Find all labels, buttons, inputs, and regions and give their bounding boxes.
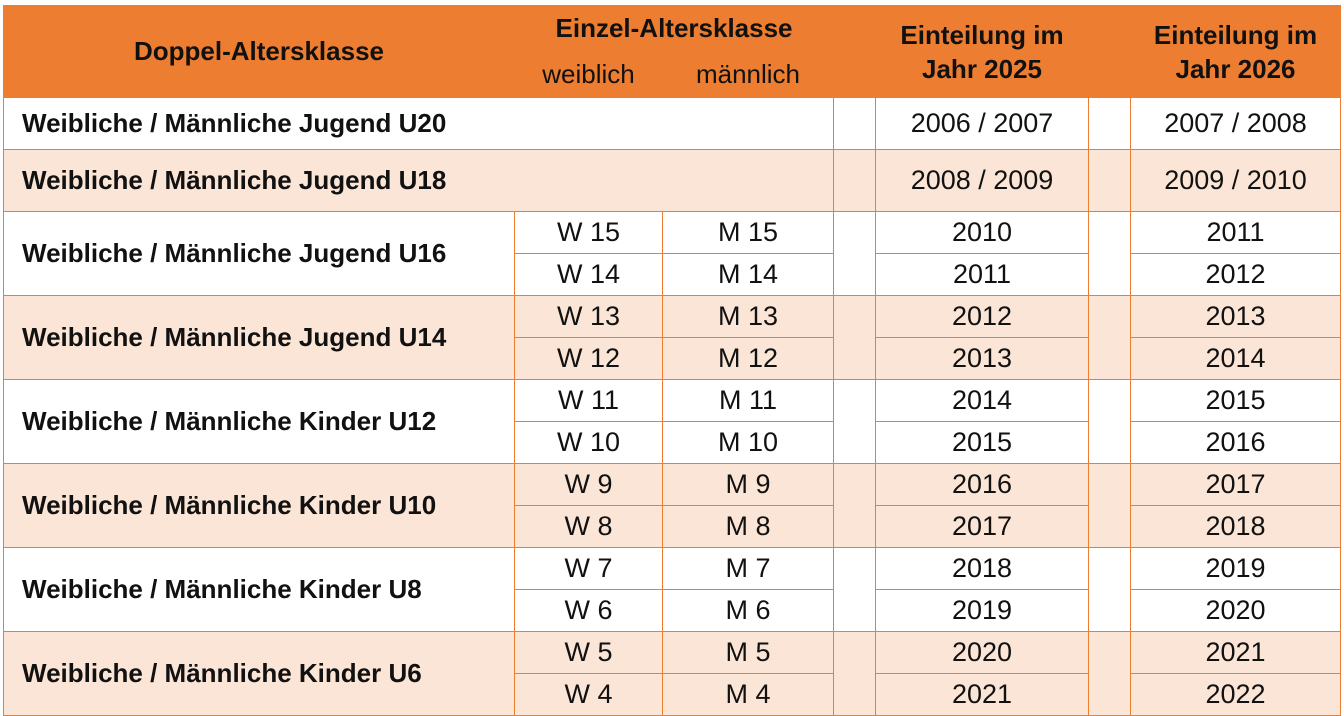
year-2026-cell: 2007 / 2008 (1130, 97, 1342, 150)
header-weiblich: weiblich (514, 51, 663, 98)
gap-cell (1088, 463, 1132, 548)
gap-cell (833, 295, 877, 380)
maennlich-cell: M 12 (661, 337, 835, 380)
group-name: Weibliche / Männliche Kinder U10 (3, 463, 515, 548)
year-2025-cell: 2010 (875, 211, 1090, 254)
maennlich-cell: M 15 (661, 211, 835, 254)
table-row: Weibliche / Männliche Kinder U6 W 5 M 5 … (3, 631, 1342, 716)
year-2025-cell: 2011 (875, 253, 1090, 296)
year-2026-cell: 2021 (1130, 631, 1342, 674)
maennlich-cell: M 6 (661, 589, 835, 632)
year-2025-cell: 2014 (875, 379, 1090, 422)
gap-cell (1088, 149, 1132, 212)
year-2026-cell: 2011 (1130, 211, 1342, 254)
year-2025-cell: 2018 (875, 547, 1090, 590)
group-name: Weibliche / Männliche Kinder U6 (3, 631, 515, 716)
gap-cell (833, 547, 877, 632)
header-year-2026: Einteilung im Jahr 2026 (1130, 5, 1342, 98)
year-2025-cell: 2021 (875, 673, 1090, 716)
table-row: Weibliche / Männliche Jugend U20 2006 / … (2, 97, 1342, 150)
weiblich-cell: W 6 (514, 589, 663, 632)
age-class-table: Doppel-Altersklasse Einzel-Altersklasse … (2, 5, 1342, 716)
group-name: Weibliche / Männliche Kinder U8 (3, 547, 515, 632)
year-2026-cell: 2014 (1130, 337, 1342, 380)
year-2026-cell: 2022 (1130, 673, 1342, 716)
weiblich-cell: W 8 (514, 505, 663, 548)
table-row: Weibliche / Männliche Kinder U12 W 11 M … (3, 379, 1342, 464)
gap-cell (1088, 379, 1132, 464)
year-2026-cell: 2013 (1130, 295, 1342, 338)
gap-cell (833, 463, 877, 548)
year-2025-cell: 2016 (875, 463, 1090, 506)
table-row: W 6 M 6 2019 2020 (4, 589, 1342, 632)
maennlich-cell: M 9 (661, 463, 835, 506)
weiblich-cell: W 10 (514, 421, 663, 464)
maennlich-cell: M 4 (661, 673, 835, 716)
weiblich-cell: W 12 (514, 337, 663, 380)
table-row: W 14 M 14 2011 2012 (4, 253, 1342, 296)
weiblich-cell: W 4 (514, 673, 663, 716)
gap-cell (833, 631, 877, 716)
header-maennlich: männlich (661, 51, 835, 98)
gap-cell (833, 211, 877, 296)
maennlich-cell: M 5 (661, 631, 835, 674)
year-2025-cell: 2008 / 2009 (875, 149, 1090, 212)
gap-cell (1088, 211, 1132, 296)
group-name: Weibliche / Männliche Jugend U18 (2, 149, 835, 212)
weiblich-cell: W 9 (514, 463, 663, 506)
maennlich-cell: M 8 (661, 505, 835, 548)
maennlich-cell: M 11 (661, 379, 835, 422)
weiblich-cell: W 11 (514, 379, 663, 422)
maennlich-cell: M 10 (661, 421, 835, 464)
header-gap (1088, 5, 1132, 98)
table-row: Weibliche / Männliche Jugend U16 W 15 M … (3, 211, 1342, 296)
year-2026-cell: 2020 (1130, 589, 1342, 632)
weiblich-cell: W 5 (514, 631, 663, 674)
header-doppel-altersklasse: Doppel-Altersklasse (3, 5, 515, 98)
maennlich-cell: M 13 (661, 295, 835, 338)
gap-cell (833, 97, 877, 150)
group-name: Weibliche / Männliche Jugend U16 (3, 211, 515, 296)
year-2026-cell: 2019 (1130, 547, 1342, 590)
table-row: Weibliche / Männliche Jugend U14 W 13 M … (3, 295, 1342, 380)
year-2025-cell: 2020 (875, 631, 1090, 674)
year-2026-cell: 2015 (1130, 379, 1342, 422)
table-row: Weibliche / Männliche Jugend U18 2008 / … (2, 149, 1342, 212)
weiblich-cell: W 13 (514, 295, 663, 338)
year-2025-cell: 2013 (875, 337, 1090, 380)
header-gap (833, 5, 877, 98)
table-row: W 10 M 10 2015 2016 (4, 421, 1342, 464)
maennlich-cell: M 14 (661, 253, 835, 296)
maennlich-cell: M 7 (661, 547, 835, 590)
gap-cell (1088, 547, 1132, 632)
gap-cell (1088, 295, 1132, 380)
group-name: Weibliche / Männliche Jugend U20 (2, 97, 835, 150)
year-2025-cell: 2019 (875, 589, 1090, 632)
year-2026-cell: 2017 (1130, 463, 1342, 506)
year-2026-cell: 2012 (1130, 253, 1342, 296)
group-name: Weibliche / Männliche Kinder U12 (3, 379, 515, 464)
table-row: Weibliche / Männliche Kinder U10 W 9 M 9… (3, 463, 1342, 548)
weiblich-cell: W 7 (514, 547, 663, 590)
year-2026-cell: 2018 (1130, 505, 1342, 548)
table-row: W 4 M 4 2021 2022 (4, 673, 1342, 716)
weiblich-cell: W 14 (514, 253, 663, 296)
year-2025-cell: 2017 (875, 505, 1090, 548)
header-einzel-altersklasse: Einzel-Altersklasse (513, 5, 835, 52)
group-name: Weibliche / Männliche Jugend U14 (3, 295, 515, 380)
year-2025-cell: 2015 (875, 421, 1090, 464)
gap-cell (833, 149, 877, 212)
table-row: Weibliche / Männliche Kinder U8 W 7 M 7 … (3, 547, 1342, 632)
gap-cell (1088, 631, 1132, 716)
weiblich-cell: W 15 (514, 211, 663, 254)
year-2026-cell: 2009 / 2010 (1130, 149, 1342, 212)
year-2026-cell: 2016 (1130, 421, 1342, 464)
gap-cell (833, 379, 877, 464)
table-row: W 12 M 12 2013 2014 (4, 337, 1342, 380)
year-2025-cell: 2006 / 2007 (875, 97, 1090, 150)
gap-cell (1088, 97, 1132, 150)
header-year-2025: Einteilung im Jahr 2025 (875, 5, 1090, 98)
year-2025-cell: 2012 (875, 295, 1090, 338)
